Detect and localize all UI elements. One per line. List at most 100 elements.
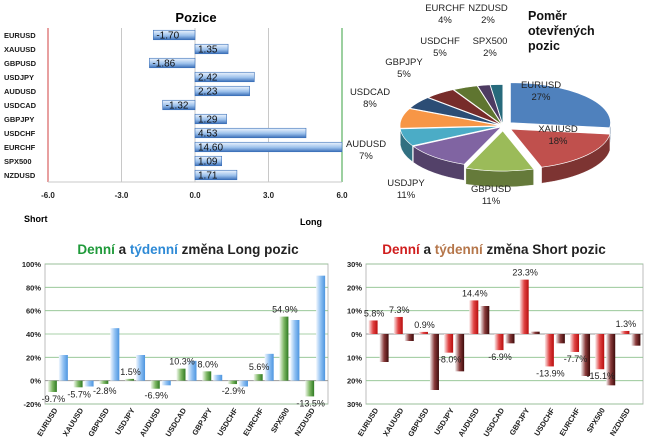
x-tick-label-xauusd: XAUUSD <box>61 406 86 438</box>
data-label-usdcad: -6.9% <box>488 352 512 362</box>
ratio-pie-slice-eurchf <box>453 85 503 125</box>
data-label-xauusd: -5.7% <box>67 389 91 399</box>
ratio-pie-slice-xauusd <box>510 128 611 168</box>
ratio-pie-slice-gbpjpy <box>409 97 501 126</box>
weekly-bar-nzdusd <box>631 334 641 346</box>
y-tick-label: 100% <box>22 260 42 269</box>
positions-x-tick-labels: -6.0 -3.0 0.0 3.0 6.0 <box>41 191 348 200</box>
positions-value-label-gbpusd: -1.86 <box>152 59 175 70</box>
positions-bar-eurchf <box>194 141 343 153</box>
title-part: Denní <box>77 242 116 257</box>
ratio-pie-label-gbpusd: GBPUSD <box>471 184 511 195</box>
weekly-bar-usdcad <box>187 360 197 381</box>
positions-value-label-usdjpy: 2.42 <box>198 73 218 84</box>
ratio-pie-label-usdchf: USDCHF <box>420 36 460 47</box>
positions-bar-nzdusd <box>194 169 238 181</box>
ratio-pie-pct-gbpjpy: 5% <box>397 69 411 80</box>
weekly-bar-usdchf <box>555 334 565 344</box>
short-change-chart: Denní a týdenní změna Short pozic 30% 20%… <box>347 242 644 438</box>
x-tick-label-xauusd: XAUUSD <box>381 406 406 438</box>
ratio-pie-pct-eurchf: 4% <box>438 15 452 26</box>
ratio-pie-slice-audusd <box>399 126 501 147</box>
ratio-pie-label-usdcad: USDCAD <box>350 87 390 98</box>
title-part: týdenní <box>130 242 179 257</box>
long-change-data-labels: -9.7% -5.7% -2.8%1.5% -6.9% 10.3% 8.0% -2.9% 5.… <box>42 305 325 409</box>
daily-bar-eurusd <box>47 380 57 392</box>
y-tick-label: 20% <box>347 283 362 292</box>
positions-x-tick-label: -6.0 <box>41 191 55 200</box>
title-part: změna Short pozic <box>483 242 607 257</box>
y-tick-label: -20% <box>23 400 41 409</box>
ratio-pie-labels: EURUSD27%XAUUSD18%GBPUSD11%USDJPY11%AUDU… <box>346 3 578 207</box>
short-change-data-labels: 5.8% 7.3% 0.9% -8.0% 14.4% -6.9% 23.3% -13.9% -7… <box>364 268 636 382</box>
title-part: a <box>115 242 130 257</box>
title-part: změna Long pozic <box>178 242 299 257</box>
x-tick-label-audusd: AUDUSD <box>138 406 163 438</box>
positions-category-spx500: SPX500 <box>4 157 32 166</box>
positions-value-label-spx500: 1.09 <box>198 157 218 168</box>
daily-bar-spx500 <box>595 334 605 370</box>
positions-x-tick-label: 6.0 <box>336 191 348 200</box>
ratio-pie-label-eurchf: EURCHF <box>425 3 465 14</box>
ratio-pie-slice-eurusd <box>510 82 611 129</box>
weekly-bar-spx500 <box>290 320 300 381</box>
y-tick-label: 10% <box>347 307 362 316</box>
weekly-bar-xauusd <box>404 334 414 341</box>
positions-bar-eurusd <box>153 29 196 41</box>
x-tick-label-usdjpy: USDJPY <box>113 406 137 436</box>
long-change-bars <box>47 275 326 397</box>
positions-value-label-usdchf: 4.53 <box>198 129 218 140</box>
data-label-usdchf: -13.9% <box>536 368 565 378</box>
x-tick-label-usdchf: USDCHF <box>215 406 239 438</box>
daily-bar-usdcad <box>176 368 186 381</box>
data-label-usdjpy: -8.0% <box>438 355 462 365</box>
y-tick-label: 10% <box>347 353 362 362</box>
daily-bar-eurchf <box>253 374 263 381</box>
y-tick-label: 80% <box>26 283 41 292</box>
positions-category-nzdusd: NZDUSD <box>4 171 36 180</box>
x-tick-label-gbpjpy: GBPJPY <box>508 406 532 437</box>
data-label-eurchf: 5.6% <box>249 362 270 372</box>
positions-bar-xauusd <box>194 43 229 55</box>
long-change-chart: Denní a týdenní změna Long pozic -20% 0% 2… <box>22 242 329 438</box>
x-tick-label-eurchf: EURCHF <box>558 406 582 438</box>
ratio-pie-slice-nzdusd <box>477 84 503 125</box>
data-label-audusd: 14.4% <box>462 288 488 298</box>
ratio-pie-pct-audusd: 7% <box>359 151 373 162</box>
long-change-y-tick-labels: -20% 0% 20% 40% 60% 80% 100% <box>22 260 42 409</box>
ratio-pie-pct-xauusd: 18% <box>548 136 568 147</box>
positions-bars <box>149 29 343 181</box>
daily-bar-gbpusd <box>99 380 109 384</box>
daily-bar-spx500 <box>279 316 289 381</box>
ratio-pie-slice-usdcad <box>399 108 501 129</box>
ratio-pie-label-nzdusd: NZDUSD <box>468 3 508 14</box>
positions-chart-title: Pozice <box>175 10 216 25</box>
positions-category-labels: EURUSD XAUUSD GBPUSD USDJPY AUDUSD USDCAD GBPJ… <box>4 31 37 180</box>
x-tick-label-gbpusd: GBPUSD <box>406 406 431 438</box>
daily-bar-gbpusd <box>418 331 428 334</box>
y-tick-label: 20% <box>26 353 41 362</box>
positions-value-label-usdcad: -1.32 <box>166 101 189 112</box>
x-tick-label-gbpusd: GBPUSD <box>86 406 111 438</box>
ratio-pie-title-line: Poměr <box>528 9 567 23</box>
daily-bar-gbpjpy <box>519 279 529 334</box>
ratio-pie-label-eurusd: EURUSD <box>521 80 561 91</box>
weekly-bar-eurchf <box>264 353 274 381</box>
data-label-audusd: -6.9% <box>145 391 169 401</box>
daily-bar-usdjpy <box>444 334 454 353</box>
weekly-bar-usdcad <box>505 334 515 344</box>
daily-bar-eurchf <box>570 334 580 352</box>
data-label-gbpusd: 0.9% <box>414 320 435 330</box>
positions-x-tick-label: 3.0 <box>263 191 275 200</box>
positions-bar-gbpjpy <box>194 113 227 125</box>
y-tick-label: 0% <box>30 377 41 386</box>
ratio-pie-label-xauusd: XAUUSD <box>538 124 578 135</box>
weekly-bar-eurusd <box>58 355 68 381</box>
ratio-pie-label-usdjpy: USDJPY <box>387 178 425 189</box>
daily-bar-gbpjpy <box>202 371 212 381</box>
positions-x-tick-label: -3.0 <box>115 191 129 200</box>
daily-bar-usdcad <box>494 334 504 351</box>
weekly-bar-usdchf <box>238 380 248 387</box>
